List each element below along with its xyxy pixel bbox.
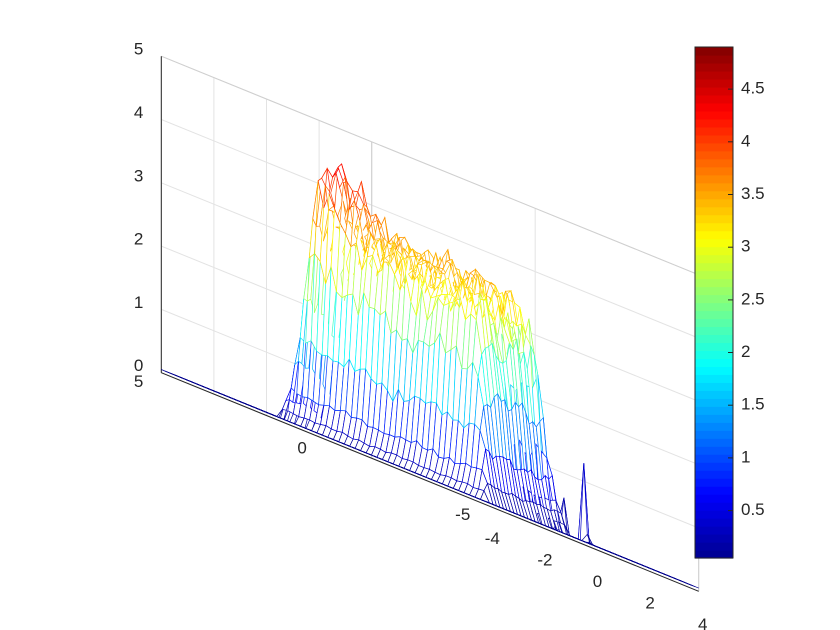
y-tick-label: 5: [134, 372, 143, 391]
colorbar-tick-label: 0.5: [741, 500, 765, 519]
colorbar-tick-label: 2: [741, 342, 750, 361]
colorbar-segment: [695, 478, 733, 487]
colorbar-segment: [695, 182, 733, 192]
box-edge: [371, 141, 699, 276]
colorbar-segment: [695, 310, 733, 320]
colorbar-segment: [695, 166, 733, 176]
colorbar-segment: [695, 294, 733, 304]
colorbar-segment: [695, 430, 733, 439]
surface-mesh: [161, 163, 699, 589]
colorbar-tick-label: 1: [741, 447, 750, 466]
colorbar-segment: [695, 470, 733, 479]
x-axis-line: [488, 505, 699, 592]
colorbar-segment: [695, 390, 733, 399]
colorbar-segment: [695, 526, 733, 535]
y-tick-label: -5: [455, 505, 470, 524]
z-tick-label: 1: [134, 293, 143, 312]
colorbar-segment: [695, 366, 733, 375]
z-tick-label: 2: [134, 230, 143, 249]
z-tick-label: 4: [134, 103, 143, 122]
z-tick-label: 5: [134, 40, 143, 59]
colorbar-segment: [695, 47, 733, 56]
colorbar-segment: [695, 462, 733, 471]
colorbar-segment: [695, 518, 733, 527]
colorbar-segment: [695, 326, 733, 336]
colorbar-segment: [695, 406, 733, 415]
x-tick-label: 0: [593, 572, 602, 591]
z-tick-label: 0: [134, 356, 143, 375]
colorbar-segment: [695, 190, 733, 200]
colorbar-segment: [695, 270, 733, 280]
colorbar-segment: [695, 70, 733, 80]
colorbar-segment: [695, 486, 733, 495]
colorbar-segment: [695, 78, 733, 88]
colorbar-tick-label: 3.5: [741, 184, 765, 203]
y-tick-label: 0: [297, 439, 306, 458]
colorbar-segment: [695, 542, 733, 551]
colorbar-segment: [695, 230, 733, 240]
colorbar-segment: [695, 534, 733, 543]
colorbar-segment: [695, 254, 733, 264]
colorbar-segment: [695, 494, 733, 503]
colorbar-tick-label: 4.5: [741, 79, 765, 98]
colorbar-segment: [695, 286, 733, 296]
colorbar-segment: [695, 398, 733, 407]
colorbar-segment: [695, 446, 733, 455]
colorbar-segment: [695, 62, 733, 72]
colorbar-segment: [695, 150, 733, 160]
colorbar-segment: [695, 102, 733, 112]
colorbar-segment: [695, 54, 733, 64]
y-axis-line: [161, 372, 489, 507]
colorbar-segment: [695, 334, 733, 344]
colorbar-segment: [695, 158, 733, 168]
colorbar-segment: [695, 246, 733, 256]
colorbar-segment: [695, 198, 733, 208]
grid-line: [371, 204, 699, 339]
colorbar-segment: [695, 438, 733, 447]
colorbar-segment: [695, 126, 733, 136]
colorbar-segment: [695, 358, 733, 367]
colorbar-segment: [695, 302, 733, 312]
colorbar-segment: [695, 134, 733, 144]
colorbar-segment: [695, 342, 733, 351]
colorbar-segment: [695, 262, 733, 272]
z-tick-label: 3: [134, 166, 143, 185]
colorbar-tick-label: 2.5: [741, 289, 765, 308]
colorbar-segment: [695, 454, 733, 463]
x-tick-label: -2: [537, 551, 552, 570]
colorbar-segment: [695, 414, 733, 423]
colorbar-segment: [695, 206, 733, 216]
colorbar-segment: [695, 238, 733, 248]
box-edge: [161, 55, 372, 143]
colorbar-segment: [695, 222, 733, 232]
colorbar-segment: [695, 94, 733, 104]
colorbar-segment: [695, 86, 733, 96]
colorbar-frame: [694, 46, 734, 559]
x-tick-label: 4: [698, 615, 707, 630]
x-tick-label: -4: [485, 529, 500, 548]
colorbar-segment: [695, 550, 733, 559]
colorbar-segment: [695, 422, 733, 431]
colorbar-segment: [695, 374, 733, 383]
colorbar-segment: [695, 214, 733, 224]
colorbar-segment: [695, 382, 733, 391]
colorbar-tick-label: 1.5: [741, 395, 765, 414]
colorbar-segment: [695, 118, 733, 128]
colorbar-tick-label: 3: [741, 237, 750, 256]
colorbar-segment: [695, 278, 733, 288]
colorbar-tick-label: 4: [741, 131, 750, 150]
colorbar-segment: [695, 510, 733, 519]
surface-patch: [689, 584, 699, 589]
colorbar-segment: [695, 174, 733, 184]
colorbar-segment: [695, 350, 733, 359]
x-tick-label: 2: [645, 593, 654, 612]
colorbar-segment: [695, 110, 733, 120]
colorbar-segment: [695, 318, 733, 328]
colorbar-segment: [695, 142, 733, 152]
colorbar-segment: [695, 502, 733, 511]
colorbar: 0.5 1 1.5 2 2.5 3 3.5 4 4.5: [694, 46, 765, 559]
